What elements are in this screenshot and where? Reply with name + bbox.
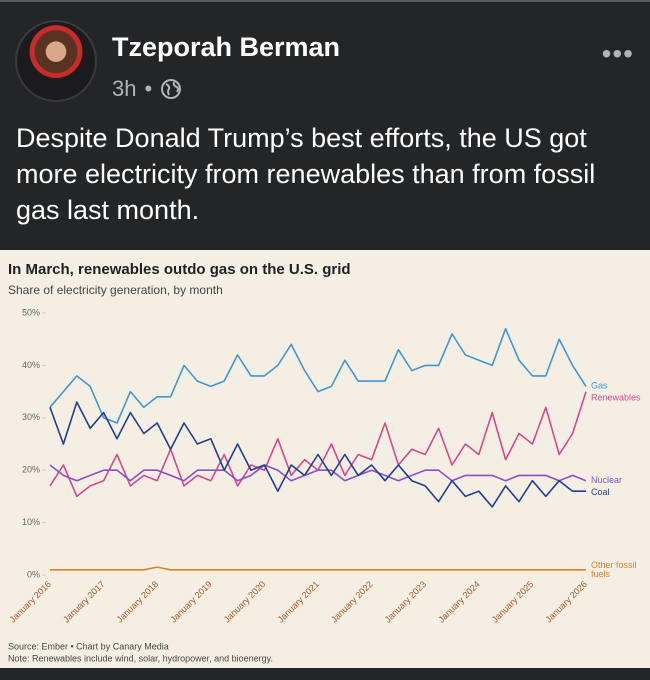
legend-label: Gas <box>591 381 608 391</box>
post-text: Despite Donald Trump’s best efforts, the… <box>16 123 596 225</box>
bottom-strip <box>0 668 650 680</box>
series-line <box>49 464 587 482</box>
chart-subtitle: Share of electricity generation, by mont… <box>8 283 223 297</box>
series-line <box>50 566 586 571</box>
y-tick-label: 50% <box>22 307 40 317</box>
separator: • <box>144 76 153 101</box>
top-border <box>0 0 650 2</box>
post-meta: 3h • <box>112 76 182 102</box>
series-line <box>49 401 586 508</box>
y-tick-label: 0% <box>27 569 40 579</box>
legend-label: Coal <box>591 487 610 497</box>
y-tick-label: 20% <box>22 465 40 475</box>
legend-label: Renewables <box>591 393 641 403</box>
y-tick-label: 30% <box>22 412 40 422</box>
author-name[interactable]: Tzeporah Berman <box>112 32 341 62</box>
legend-label: Nuclear <box>591 475 622 485</box>
globe-icon <box>161 79 182 99</box>
chart: In March, renewables outdo gas on the U.… <box>0 250 650 668</box>
series-line <box>49 327 587 424</box>
chart-title: In March, renewables outdo gas on the U.… <box>8 261 351 278</box>
chart-background <box>0 250 650 668</box>
legend-label: Other fossil fuels <box>591 560 639 579</box>
more-menu[interactable]: ••• <box>601 38 634 69</box>
note: Note: Renewables include wind, solar, hy… <box>8 653 273 663</box>
post-time[interactable]: 3h <box>112 76 137 101</box>
source: Source: Ember • Chart by Canary Media <box>8 641 169 651</box>
avatar[interactable] <box>15 20 97 102</box>
y-tick-label: 10% <box>22 517 40 527</box>
y-tick-label: 40% <box>22 360 40 370</box>
